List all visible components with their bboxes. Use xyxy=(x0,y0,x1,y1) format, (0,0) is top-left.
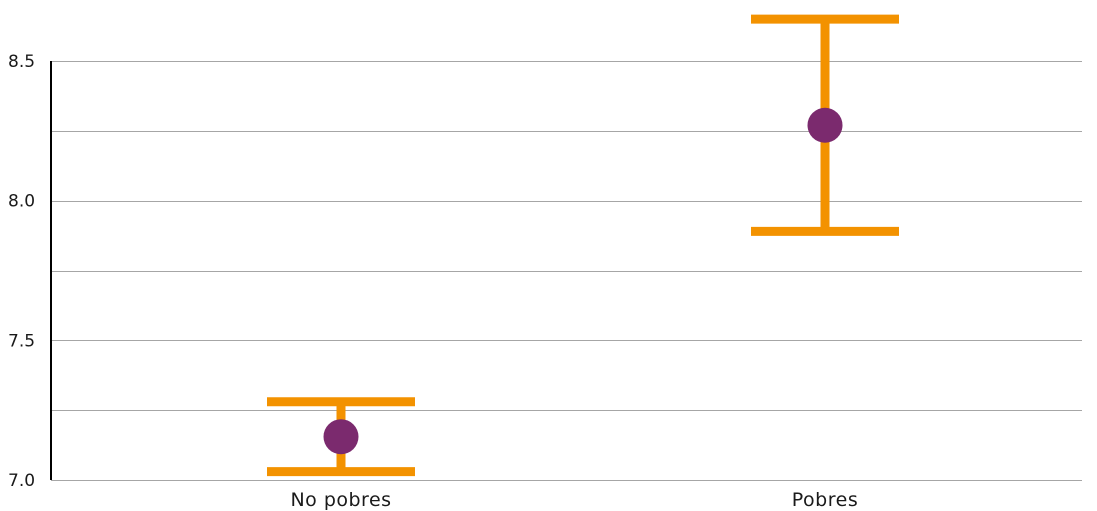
y-tick-label: 7.5 xyxy=(8,331,35,351)
mean-point xyxy=(323,419,359,455)
gridlines xyxy=(51,61,1082,481)
y-tick-label: 8.0 xyxy=(8,192,35,212)
data-points xyxy=(267,14,899,477)
x-category-label: Pobres xyxy=(792,489,858,511)
data-point-group xyxy=(267,397,415,477)
y-tick-label: 8.5 xyxy=(8,52,35,72)
y-tick-labels: 7.0 7.5 8.0 8.5 xyxy=(8,52,35,491)
x-category-label: No pobres xyxy=(290,489,391,511)
data-point-group xyxy=(751,14,899,236)
mean-point xyxy=(807,107,843,143)
y-tick-label: 7.0 xyxy=(8,471,35,491)
x-category-labels: No pobres Pobres xyxy=(290,489,858,511)
